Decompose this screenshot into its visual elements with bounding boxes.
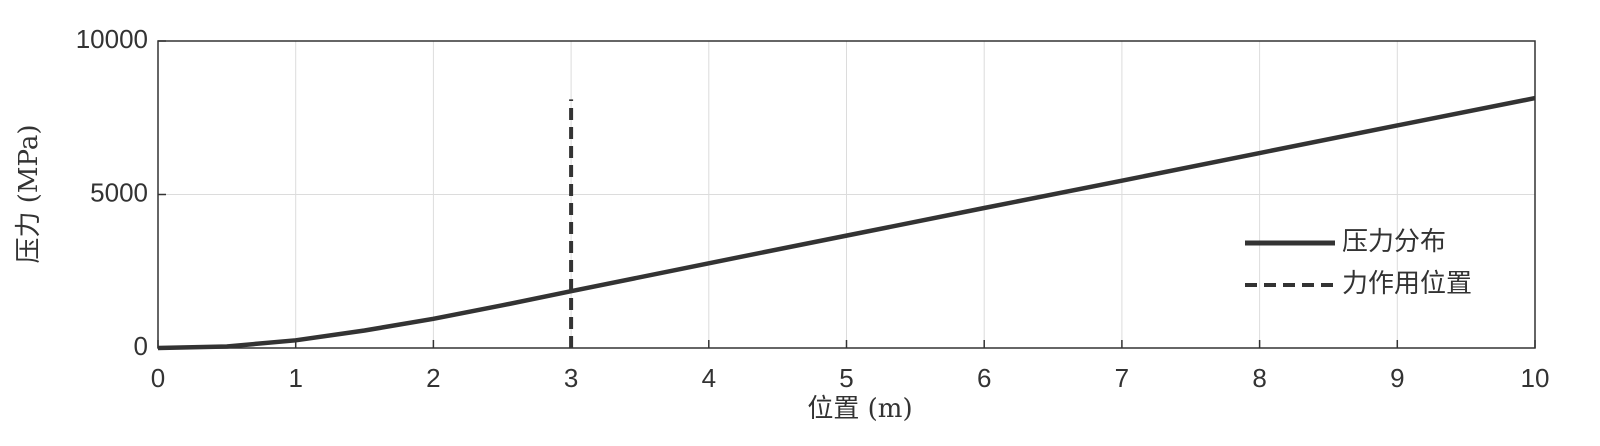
x-tick-label: 9 xyxy=(1390,363,1404,393)
legend-label: 压力分布 xyxy=(1342,226,1446,256)
x-tick-label: 5 xyxy=(839,363,853,393)
line xyxy=(157,95,1536,351)
x-tick-label: 7 xyxy=(1115,363,1129,393)
x-tick-label: 0 xyxy=(151,363,165,393)
y-axis-label: 压力 (MPa) xyxy=(14,124,44,263)
x-tick-label: 1 xyxy=(288,363,302,393)
x-tick-label: 2 xyxy=(426,363,440,393)
y-tick-label: 10000 xyxy=(76,24,148,54)
plot-frame xyxy=(157,40,1536,349)
x-tick-label: 6 xyxy=(977,363,991,393)
x-tick-label: 8 xyxy=(1252,363,1266,393)
x-tick-label: 4 xyxy=(702,363,716,393)
x-tick-label: 3 xyxy=(564,363,578,393)
y-tick-label: 0 xyxy=(134,331,148,361)
legend-label: 力作用位置 xyxy=(1342,268,1472,298)
x-axis-label: 位置 (m) xyxy=(807,394,912,424)
x-tick-label: 10 xyxy=(1521,363,1550,393)
y-tick-label: 5000 xyxy=(90,177,148,207)
